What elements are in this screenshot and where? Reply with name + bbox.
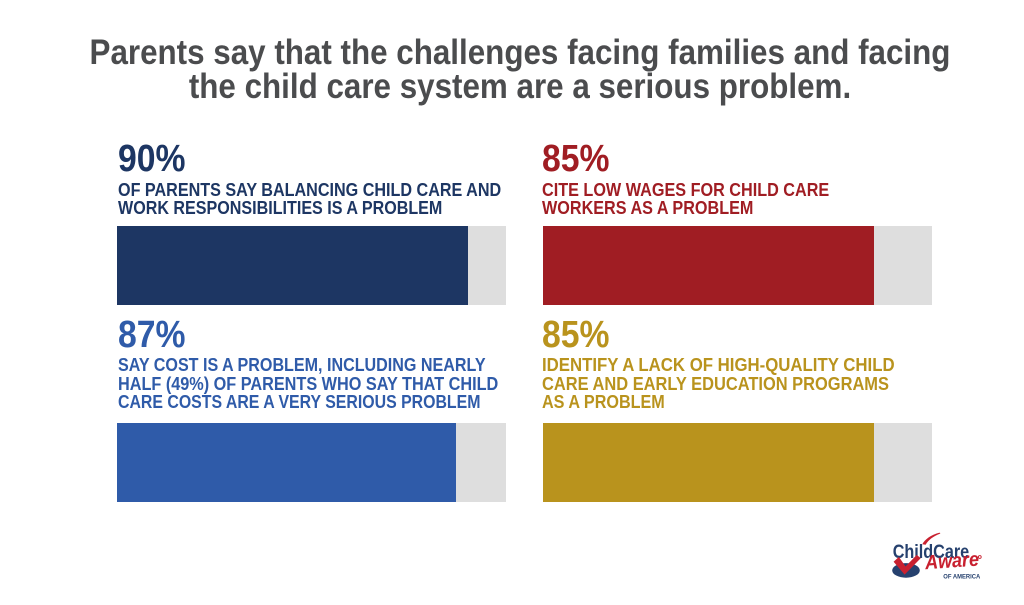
svg-text:Aware: Aware xyxy=(923,549,979,575)
svg-text:ChildCare: ChildCare xyxy=(893,541,970,563)
svg-text:OF AMERICA: OF AMERICA xyxy=(943,574,980,581)
